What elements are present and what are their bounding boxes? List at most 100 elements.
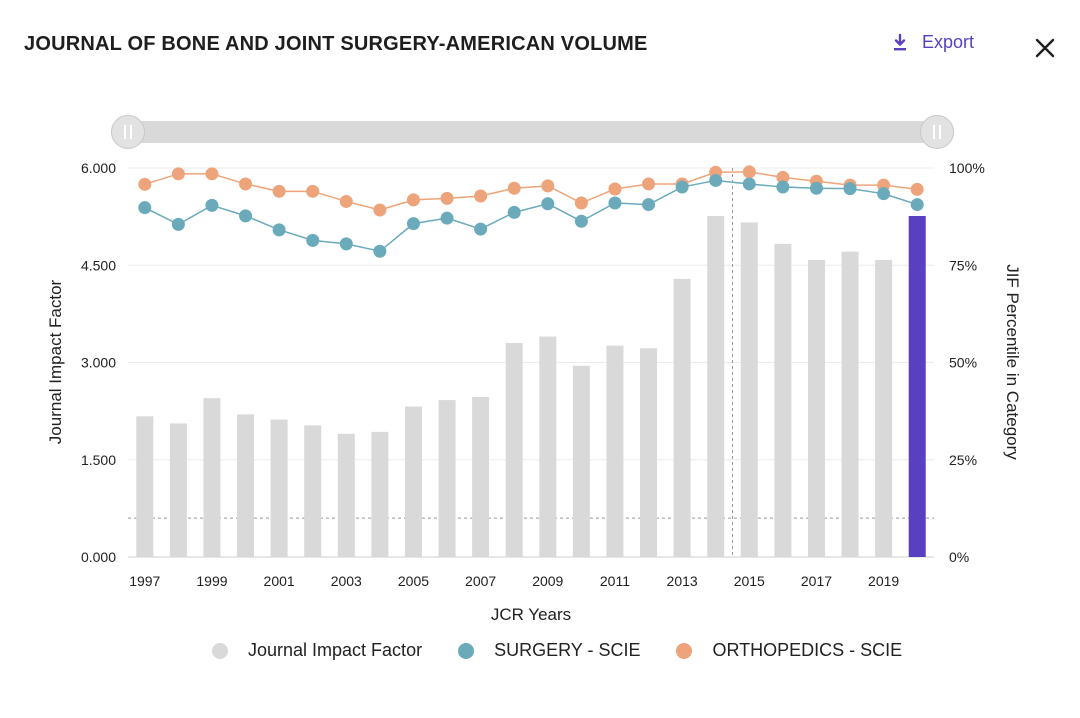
surgery-point[interactable] — [742, 177, 756, 191]
surgery-point[interactable] — [507, 205, 521, 219]
x-tick-label: 2001 — [264, 573, 295, 589]
surgery-point[interactable] — [272, 223, 286, 237]
legend-dot-jif — [212, 642, 228, 659]
bar[interactable] — [539, 336, 557, 557]
orthopedics-point[interactable] — [776, 170, 790, 184]
surgery-point[interactable] — [406, 217, 420, 231]
surgery-point[interactable] — [877, 187, 891, 201]
bar[interactable] — [136, 416, 154, 557]
surgery-point[interactable] — [373, 244, 387, 258]
bar[interactable] — [908, 215, 926, 557]
surgery-point[interactable] — [138, 201, 152, 215]
orthopedics-point[interactable] — [474, 189, 488, 203]
y-left-tick-label: 4.500 — [81, 257, 116, 273]
y-right-axis-title: JIF Percentile in Category — [1003, 264, 1022, 460]
bar[interactable] — [875, 260, 893, 557]
legend-item-surgery[interactable]: SURGERY - SCIE — [458, 640, 640, 661]
export-button[interactable]: Export — [890, 32, 974, 53]
range-slider-track[interactable] — [112, 121, 952, 143]
orthopedics-point[interactable] — [339, 194, 353, 208]
x-tick-label: 2003 — [331, 573, 362, 589]
orthopedics-point[interactable] — [239, 177, 253, 191]
orthopedics-point[interactable] — [272, 184, 286, 198]
legend-label-jif: Journal Impact Factor — [248, 640, 423, 660]
bar[interactable] — [438, 400, 456, 557]
legend-label-surgery: SURGERY - SCIE — [494, 640, 641, 660]
x-tick-label: 2007 — [465, 573, 496, 589]
bar[interactable] — [841, 251, 859, 557]
orthopedics-point[interactable] — [373, 203, 387, 217]
export-label: Export — [922, 32, 975, 52]
orthopedics-point[interactable] — [205, 167, 219, 181]
surgery-point[interactable] — [910, 198, 924, 212]
range-slider-end-handle[interactable] — [920, 115, 954, 149]
orthopedics-point[interactable] — [541, 179, 555, 193]
surgery-point[interactable] — [675, 180, 689, 194]
surgery-point[interactable] — [809, 181, 823, 195]
orthopedics-point[interactable] — [742, 165, 756, 179]
surgery-point[interactable] — [171, 217, 185, 231]
legend-item-jif[interactable]: Journal Impact Factor — [212, 640, 422, 661]
orthopedics-point[interactable] — [910, 182, 924, 196]
surgery-point[interactable] — [776, 180, 790, 194]
bar[interactable] — [572, 365, 590, 557]
x-tick-label: 2013 — [667, 573, 698, 589]
bar[interactable] — [673, 278, 691, 557]
surgery-point[interactable] — [239, 209, 253, 223]
orthopedics-point[interactable] — [406, 193, 420, 207]
bar[interactable] — [270, 419, 288, 557]
range-slider-start-handle[interactable] — [111, 115, 145, 149]
bar[interactable] — [203, 398, 221, 557]
bar[interactable] — [472, 396, 490, 557]
orthopedics-point[interactable] — [642, 177, 656, 191]
y-right-tick-label: 100% — [949, 160, 985, 176]
y-left-tick-label: 3.000 — [81, 355, 116, 371]
bar[interactable] — [774, 243, 792, 558]
y-left-tick-label: 1.500 — [81, 452, 116, 468]
orthopedics-point[interactable] — [306, 184, 320, 198]
close-icon[interactable] — [1033, 36, 1057, 60]
orthopedics-point[interactable] — [507, 181, 521, 195]
y-right-tick-label: 50% — [949, 355, 977, 371]
orthopedics-point[interactable] — [608, 182, 622, 196]
y-right-tick-label: 0% — [949, 549, 969, 565]
x-tick-label: 1999 — [196, 573, 227, 589]
legend-dot-surgery — [458, 642, 475, 659]
surgery-point[interactable] — [574, 214, 588, 228]
orthopedics-point[interactable] — [171, 167, 185, 181]
orthopedics-point[interactable] — [574, 196, 588, 210]
bar[interactable] — [505, 343, 523, 557]
bar[interactable] — [740, 222, 758, 557]
x-tick-label: 2011 — [600, 573, 630, 589]
x-tick-label: 2005 — [398, 573, 429, 589]
surgery-point[interactable] — [306, 233, 320, 247]
bar[interactable] — [707, 215, 725, 557]
bar[interactable] — [169, 423, 187, 557]
surgery-point[interactable] — [642, 198, 656, 212]
y-left-axis-title: Journal Impact Factor — [46, 279, 65, 444]
orthopedics-point[interactable] — [138, 177, 152, 191]
bar[interactable] — [371, 431, 389, 557]
bar[interactable] — [640, 348, 658, 557]
bar[interactable] — [304, 425, 322, 557]
bar[interactable] — [404, 406, 422, 557]
surgery-point[interactable] — [440, 211, 454, 225]
surgery-point[interactable] — [709, 173, 723, 187]
surgery-point[interactable] — [608, 196, 622, 210]
bar[interactable] — [237, 414, 255, 557]
surgery-point[interactable] — [541, 197, 555, 211]
bar[interactable] — [807, 260, 825, 557]
surgery-point[interactable] — [843, 182, 857, 196]
surgery-point[interactable] — [205, 198, 219, 212]
x-tick-label: 2015 — [734, 573, 765, 589]
chart-legend: Journal Impact Factor SURGERY - SCIE ORT… — [212, 640, 938, 661]
x-tick-label: 2019 — [868, 573, 899, 589]
orthopedics-point[interactable] — [440, 191, 454, 205]
y-left-tick-label: 0.000 — [81, 549, 116, 565]
legend-item-orthopedics[interactable]: ORTHOPEDICS - SCIE — [676, 640, 902, 661]
bar[interactable] — [606, 345, 624, 557]
bar[interactable] — [337, 433, 355, 557]
surgery-point[interactable] — [339, 237, 353, 251]
surgery-point[interactable] — [474, 222, 488, 236]
